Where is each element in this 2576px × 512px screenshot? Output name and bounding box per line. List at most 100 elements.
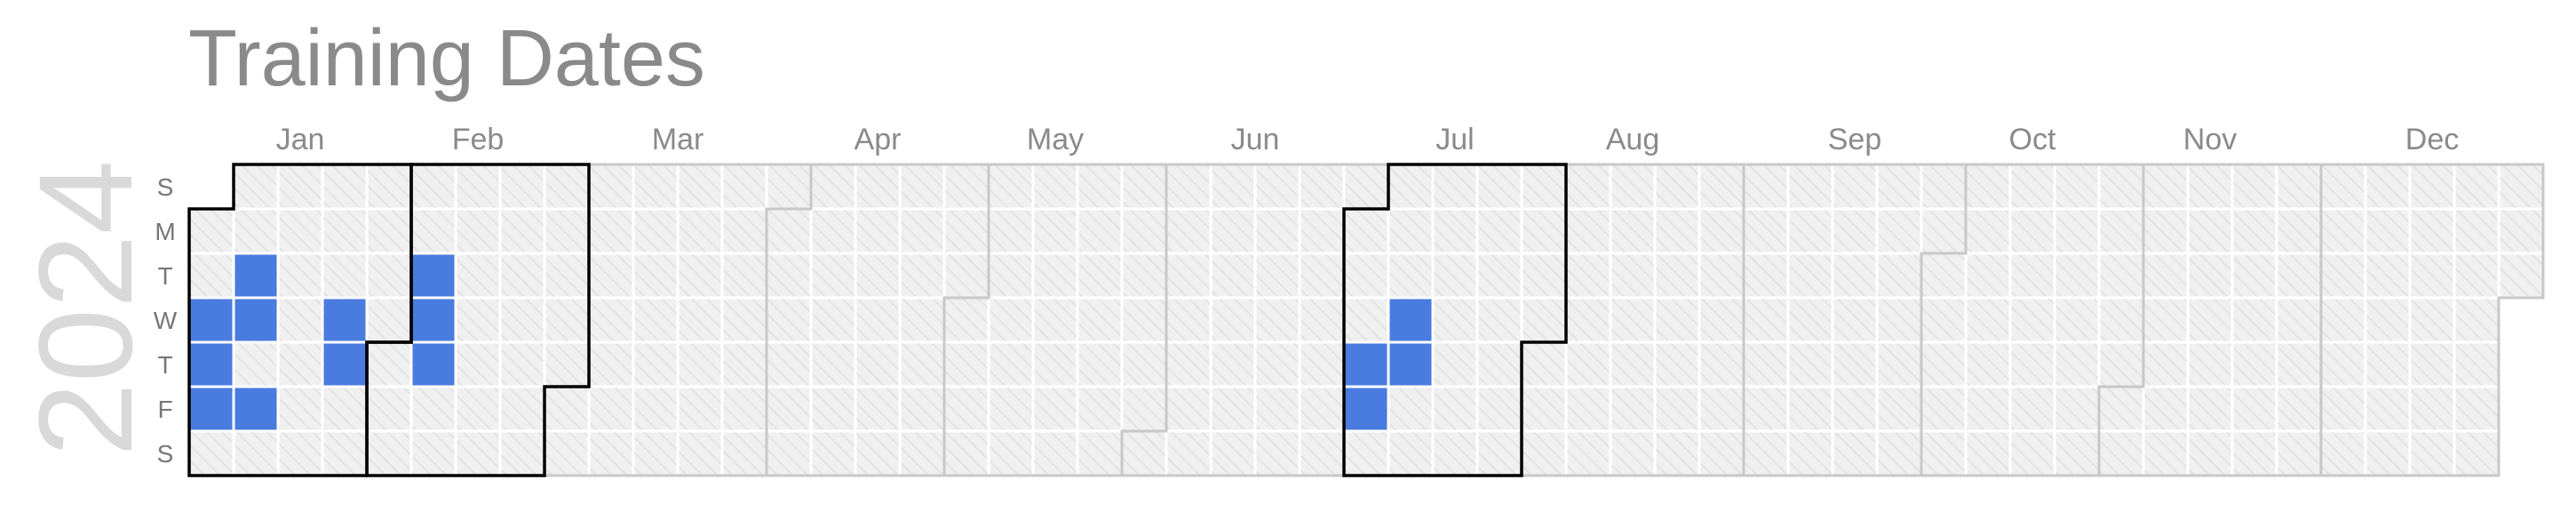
day-cell xyxy=(2053,207,2101,255)
day-cell xyxy=(676,252,724,300)
day-cell xyxy=(1076,296,1124,344)
day-cell xyxy=(1786,207,1834,255)
day-cell xyxy=(1475,207,1523,255)
day-cell xyxy=(632,385,680,433)
day-cell xyxy=(720,429,768,477)
day-cell xyxy=(1742,385,1790,433)
day-cell xyxy=(1786,429,1834,477)
day-cell xyxy=(632,296,680,344)
day-cell xyxy=(854,296,902,344)
day-cell xyxy=(1697,429,1745,477)
day-cell xyxy=(1564,252,1612,300)
day-cell xyxy=(942,296,990,344)
month-label: May xyxy=(1027,123,1084,156)
day-cell xyxy=(543,429,591,477)
day-cell xyxy=(2053,385,2101,433)
day-cell xyxy=(2053,340,2101,388)
day-cell xyxy=(1120,296,1168,344)
day-cell xyxy=(1165,207,1212,255)
day-cell xyxy=(365,429,413,477)
day-cell xyxy=(1609,429,1657,477)
day-cell xyxy=(1520,385,1568,433)
day-cell xyxy=(898,340,946,388)
day-cell xyxy=(1742,429,1790,477)
day-cell xyxy=(1431,429,1479,477)
day-cell xyxy=(1786,296,1834,344)
day-cell xyxy=(2408,207,2456,255)
day-cell xyxy=(1298,429,1346,477)
training-day-cell xyxy=(1342,340,1390,388)
day-cell xyxy=(2186,163,2234,211)
day-cell xyxy=(676,163,724,211)
day-cell xyxy=(1786,163,1834,211)
day-cell xyxy=(2319,340,2367,388)
day-cell xyxy=(2053,163,2101,211)
chart-title: Training Dates xyxy=(188,14,705,103)
day-cell xyxy=(1564,340,1612,388)
day-cell xyxy=(2319,252,2367,300)
day-cell xyxy=(1209,340,1257,388)
day-cell xyxy=(2053,252,2101,300)
day-cell xyxy=(1964,429,2012,477)
day-cell xyxy=(765,207,813,255)
day-cell xyxy=(321,429,369,477)
day-cell xyxy=(454,429,502,477)
day-cell xyxy=(2230,340,2278,388)
day-cell xyxy=(498,429,546,477)
training-day-cell xyxy=(1387,340,1435,388)
day-cell xyxy=(498,207,546,255)
day-cell xyxy=(1342,252,1390,300)
day-cell xyxy=(1653,207,1701,255)
day-cell xyxy=(1475,385,1523,433)
day-cell xyxy=(1253,340,1301,388)
day-cell xyxy=(1031,296,1079,344)
day-cell xyxy=(1875,207,1923,255)
day-cell xyxy=(2364,252,2412,300)
month-outline xyxy=(2319,163,2545,477)
year-label: 2024 xyxy=(11,160,160,457)
day-cell xyxy=(454,340,502,388)
day-cell xyxy=(1964,296,2012,344)
day-cell xyxy=(2275,207,2323,255)
day-cell xyxy=(2453,296,2500,344)
day-cell xyxy=(2097,207,2145,255)
month-label: Jul xyxy=(1435,123,1474,156)
day-cell xyxy=(1076,207,1124,255)
day-cell xyxy=(2364,385,2412,433)
day-cell xyxy=(676,340,724,388)
day-cell xyxy=(1697,385,1745,433)
day-cell xyxy=(1697,252,1745,300)
day-cell xyxy=(2142,429,2190,477)
day-cell xyxy=(2186,385,2234,433)
day-cell xyxy=(543,163,591,211)
day-cell xyxy=(1031,207,1079,255)
day-cell xyxy=(2097,385,2145,433)
day-cell xyxy=(720,252,768,300)
day-cell xyxy=(1475,429,1523,477)
day-cell xyxy=(2408,252,2456,300)
day-cell xyxy=(942,429,990,477)
day-cell xyxy=(809,163,857,211)
day-cell xyxy=(1920,385,1968,433)
day-cell xyxy=(2453,429,2500,477)
day-of-week-label: S xyxy=(157,440,174,468)
day-cell xyxy=(2453,340,2500,388)
day-cell xyxy=(898,385,946,433)
day-cell xyxy=(987,207,1035,255)
training-day-cell xyxy=(232,385,280,433)
day-cell xyxy=(187,207,235,255)
day-cell xyxy=(2275,429,2323,477)
day-cell xyxy=(187,429,235,477)
day-cell xyxy=(942,163,990,211)
month-label: Jun xyxy=(1231,123,1280,156)
month-label: Dec xyxy=(2405,123,2459,156)
day-cell xyxy=(2097,429,2145,477)
day-cell xyxy=(720,207,768,255)
day-cell xyxy=(1165,163,1212,211)
day-cell xyxy=(1742,163,1790,211)
day-cell xyxy=(1387,163,1435,211)
day-cell xyxy=(2008,296,2056,344)
day-cell xyxy=(2497,207,2545,255)
day-cell xyxy=(854,207,902,255)
